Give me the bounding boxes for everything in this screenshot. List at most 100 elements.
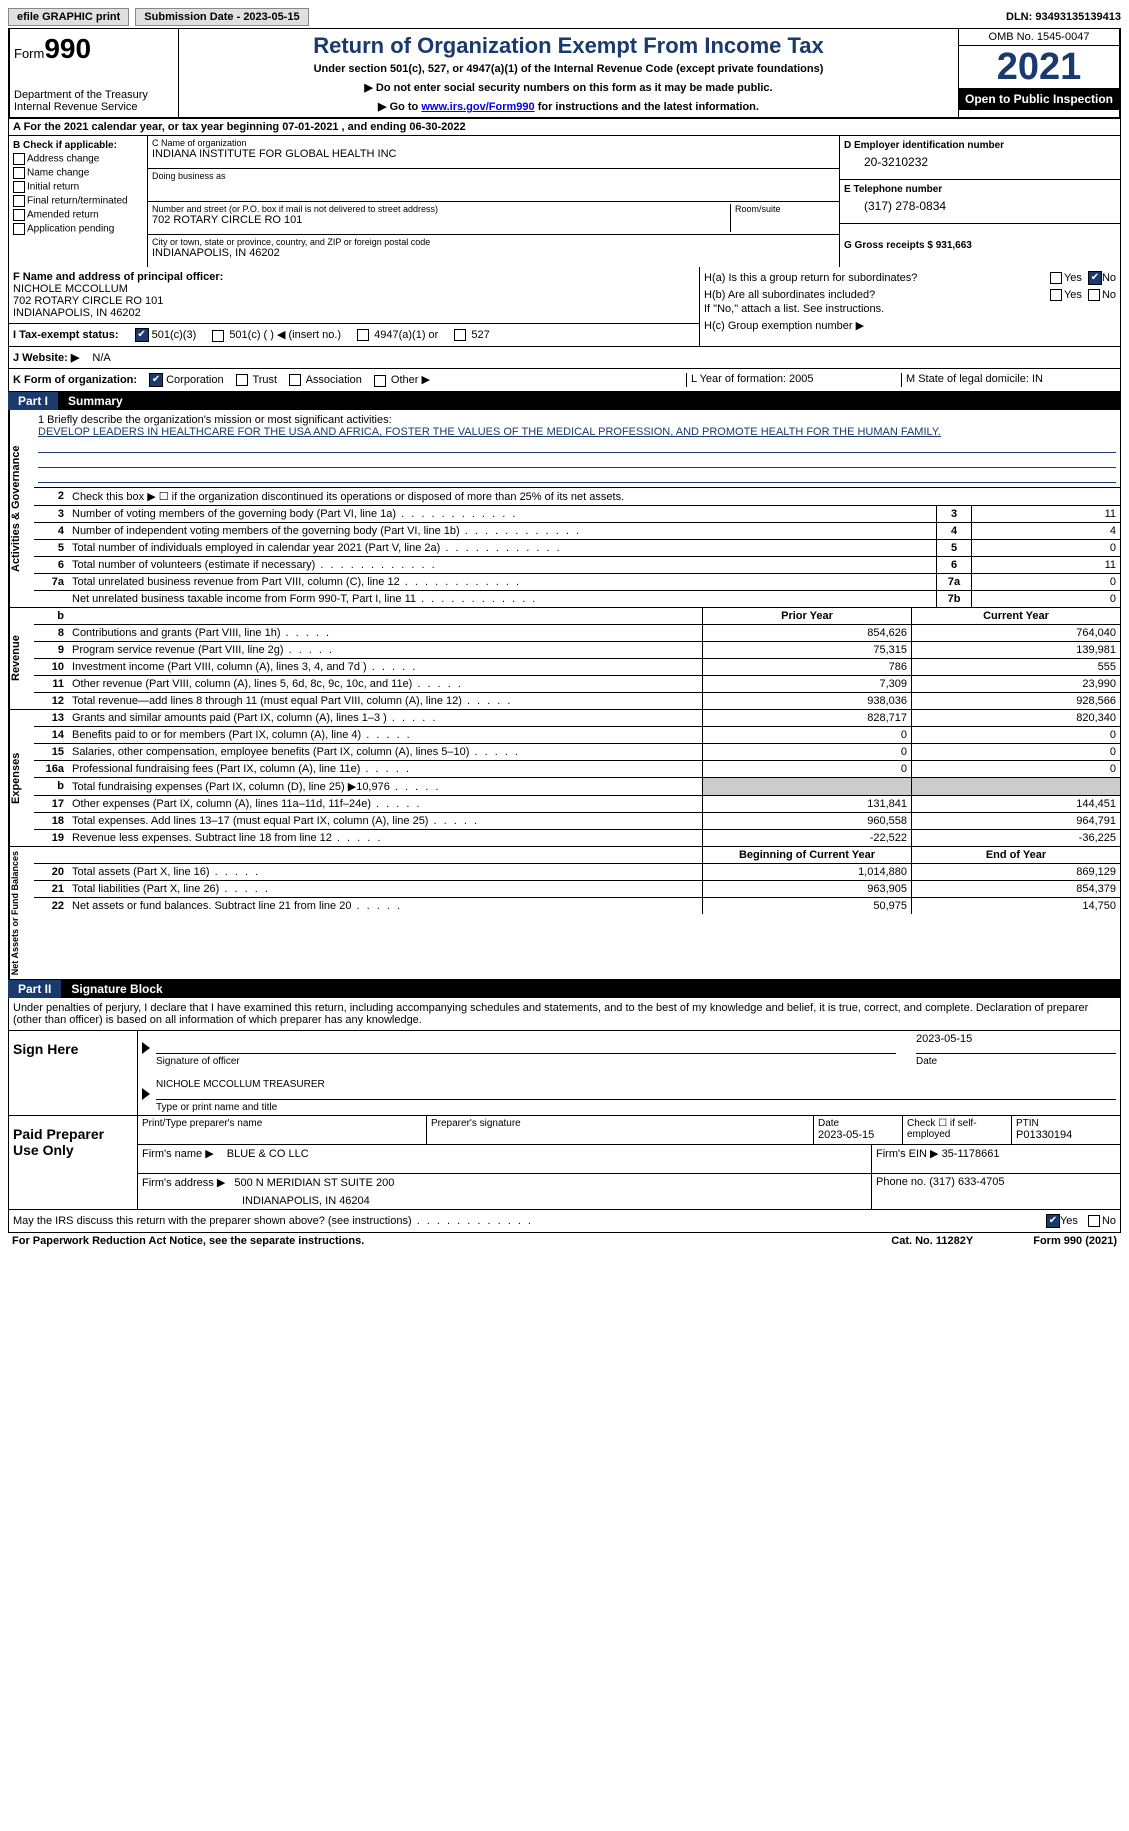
topbar: efile GRAPHIC print Submission Date - 20… bbox=[8, 8, 1121, 26]
form-prefix: Form bbox=[14, 46, 44, 61]
dba-row: Doing business as bbox=[148, 169, 839, 202]
cat-number: Cat. No. 11282Y bbox=[891, 1235, 973, 1247]
j-website-row: J Website: ▶ N/A bbox=[8, 347, 1121, 369]
firm-addr1: 500 N MERIDIAN ST SUITE 200 bbox=[234, 1177, 394, 1189]
submission-button[interactable]: Submission Date - 2023-05-15 bbox=[135, 8, 308, 26]
gross-label: G Gross receipts $ 931,663 bbox=[844, 228, 1116, 251]
chk-501c[interactable]: 501(c) ( ) ◀ (insert no.) bbox=[212, 328, 341, 341]
chk-name-change[interactable]: Name change bbox=[13, 167, 143, 179]
preparer-date-label: Date bbox=[818, 1118, 898, 1129]
addr-label: Number and street (or P.O. box if mail i… bbox=[152, 204, 730, 214]
chk-other[interactable]: Other ▶ bbox=[374, 373, 430, 386]
summary-line-21: 21 Total liabilities (Part X, line 26) 9… bbox=[34, 881, 1120, 898]
hb-yes[interactable]: Yes bbox=[1050, 289, 1082, 301]
chk-final-return[interactable]: Final return/terminated bbox=[13, 195, 143, 207]
chk-initial-return[interactable]: Initial return bbox=[13, 181, 143, 193]
part2-title: Signature Block bbox=[71, 982, 162, 996]
efile-button[interactable]: efile GRAPHIC print bbox=[8, 8, 129, 26]
calendar-year-text: A For the 2021 calendar year, or tax yea… bbox=[13, 121, 466, 133]
triangle-icon bbox=[142, 1042, 150, 1054]
self-employed-check[interactable]: Check ☐ if self-employed bbox=[903, 1116, 1012, 1145]
discuss-no[interactable]: No bbox=[1088, 1215, 1116, 1227]
discuss-yes[interactable]: ✔Yes bbox=[1046, 1214, 1078, 1228]
org-name-row: C Name of organization INDIANA INSTITUTE… bbox=[148, 136, 839, 169]
part1-num: Part I bbox=[8, 392, 58, 410]
chk-association[interactable]: Association bbox=[289, 374, 362, 386]
prior-year-header: Prior Year bbox=[702, 608, 911, 624]
city-value: INDIANAPOLIS, IN 46202 bbox=[152, 247, 835, 259]
h-block: H(a) Is this a group return for subordin… bbox=[700, 267, 1120, 346]
summary-line-22: 22 Net assets or fund balances. Subtract… bbox=[34, 898, 1120, 914]
ein-value: 20-3210232 bbox=[844, 151, 1116, 169]
discuss-text: May the IRS discuss this return with the… bbox=[13, 1215, 533, 1227]
firm-name-value: BLUE & CO LLC bbox=[227, 1148, 309, 1160]
chk-amended-return[interactable]: Amended return bbox=[13, 209, 143, 221]
ha-yes[interactable]: Yes bbox=[1050, 272, 1082, 284]
current-year-header: Current Year bbox=[911, 608, 1120, 624]
addr-value: 702 ROTARY CIRCLE RO 101 bbox=[152, 214, 730, 226]
col-b-checkboxes: B Check if applicable: Address change Na… bbox=[9, 136, 148, 267]
city-row: City or town, state or province, country… bbox=[148, 235, 839, 267]
sig-date-label: Date bbox=[916, 1056, 1116, 1067]
summary-line-16a: 16a Professional fundraising fees (Part … bbox=[34, 761, 1120, 778]
part2-num: Part II bbox=[8, 980, 61, 998]
col-header-row2: Beginning of Current Year End of Year bbox=[34, 847, 1120, 864]
summary-line-17: 17 Other expenses (Part IX, column (A), … bbox=[34, 796, 1120, 813]
gross-row: G Gross receipts $ 931,663 bbox=[840, 224, 1120, 267]
j-label: J Website: ▶ bbox=[13, 352, 79, 364]
side-governance: Activities & Governance bbox=[9, 410, 34, 607]
f-officer-row: F Name and address of principal officer:… bbox=[9, 267, 699, 324]
name-title-value: NICHOLE MCCOLLUM TREASURER bbox=[156, 1079, 1116, 1100]
bottom-row: For Paperwork Reduction Act Notice, see … bbox=[8, 1233, 1121, 1249]
summary-line-18: 18 Total expenses. Add lines 13–17 (must… bbox=[34, 813, 1120, 830]
summary-line-10: 10 Investment income (Part VIII, column … bbox=[34, 659, 1120, 676]
hb-no[interactable]: No bbox=[1088, 289, 1116, 301]
ha-no[interactable]: ✔No bbox=[1088, 271, 1116, 285]
omb-number: OMB No. 1545-0047 bbox=[959, 29, 1119, 46]
ptin-value: P01330194 bbox=[1016, 1129, 1116, 1141]
line2-text: Check this box ▶ ☐ if the organization d… bbox=[68, 488, 1120, 505]
chk-corporation[interactable]: ✔ Corporation bbox=[149, 373, 224, 387]
header-subtitle1: Under section 501(c), 527, or 4947(a)(1)… bbox=[183, 63, 954, 75]
form-number: Form990 bbox=[14, 33, 174, 65]
side-netassets: Net Assets or Fund Balances bbox=[9, 847, 34, 979]
phone-value: (317) 278-0834 bbox=[844, 195, 1116, 213]
firm-name-label: Firm's name ▶ bbox=[142, 1148, 214, 1160]
chk-527[interactable]: 527 bbox=[454, 329, 489, 341]
phone-row: E Telephone number (317) 278-0834 bbox=[840, 180, 1120, 224]
firm-phone-label: Phone no. bbox=[876, 1176, 926, 1188]
chk-application-pending[interactable]: Application pending bbox=[13, 223, 143, 235]
summary-line-6: 6 Total number of volunteers (estimate i… bbox=[34, 557, 1120, 574]
sig-officer-label: Signature of officer bbox=[156, 1056, 896, 1067]
chk-4947[interactable]: 4947(a)(1) or bbox=[357, 329, 438, 341]
part1-header: Part I Summary bbox=[8, 392, 1121, 410]
ptin-label: PTIN bbox=[1016, 1118, 1116, 1129]
col-header-row: b Prior Year Current Year bbox=[34, 608, 1120, 625]
firm-ein-value: 35-1178661 bbox=[942, 1148, 1000, 1160]
officer-name: NICHOLE MCCOLLUM bbox=[13, 283, 695, 295]
chk-trust[interactable]: Trust bbox=[236, 374, 278, 386]
city-label: City or town, state or province, country… bbox=[152, 237, 835, 247]
side-revenue: Revenue bbox=[9, 608, 34, 709]
preparer-date-value: 2023-05-15 bbox=[818, 1129, 898, 1141]
officer-addr1: 702 ROTARY CIRCLE RO 101 bbox=[13, 295, 695, 307]
i-label: I Tax-exempt status: bbox=[13, 329, 119, 341]
summary-line-20: 20 Total assets (Part X, line 16) 1,014,… bbox=[34, 864, 1120, 881]
m-state-domicile: M State of legal domicile: IN bbox=[901, 373, 1116, 387]
goto-prefix: ▶ Go to bbox=[378, 101, 421, 113]
hb-note: If "No," attach a list. See instructions… bbox=[704, 303, 1116, 315]
summary-line-3: 3 Number of voting members of the govern… bbox=[34, 506, 1120, 523]
form-footer-label: Form 990 (2021) bbox=[1033, 1235, 1117, 1247]
irs-link[interactable]: www.irs.gov/Form990 bbox=[421, 101, 534, 113]
chk-501c3[interactable]: ✔ 501(c)(3) bbox=[135, 328, 197, 342]
discuss-row: May the IRS discuss this return with the… bbox=[8, 1210, 1121, 1233]
return-title: Return of Organization Exempt From Incom… bbox=[183, 33, 954, 59]
officer-signature-field[interactable] bbox=[156, 1033, 896, 1054]
ein-row: D Employer identification number 20-3210… bbox=[840, 136, 1120, 180]
chk-address-change[interactable]: Address change bbox=[13, 153, 143, 165]
tax-year: 2021 bbox=[959, 46, 1119, 88]
summary-line-7a: 7a Total unrelated business revenue from… bbox=[34, 574, 1120, 591]
preparer-name-label: Print/Type preparer's name bbox=[142, 1118, 422, 1129]
firm-ein-label: Firm's EIN ▶ bbox=[876, 1148, 939, 1160]
l-year-formation: L Year of formation: 2005 bbox=[686, 373, 901, 387]
